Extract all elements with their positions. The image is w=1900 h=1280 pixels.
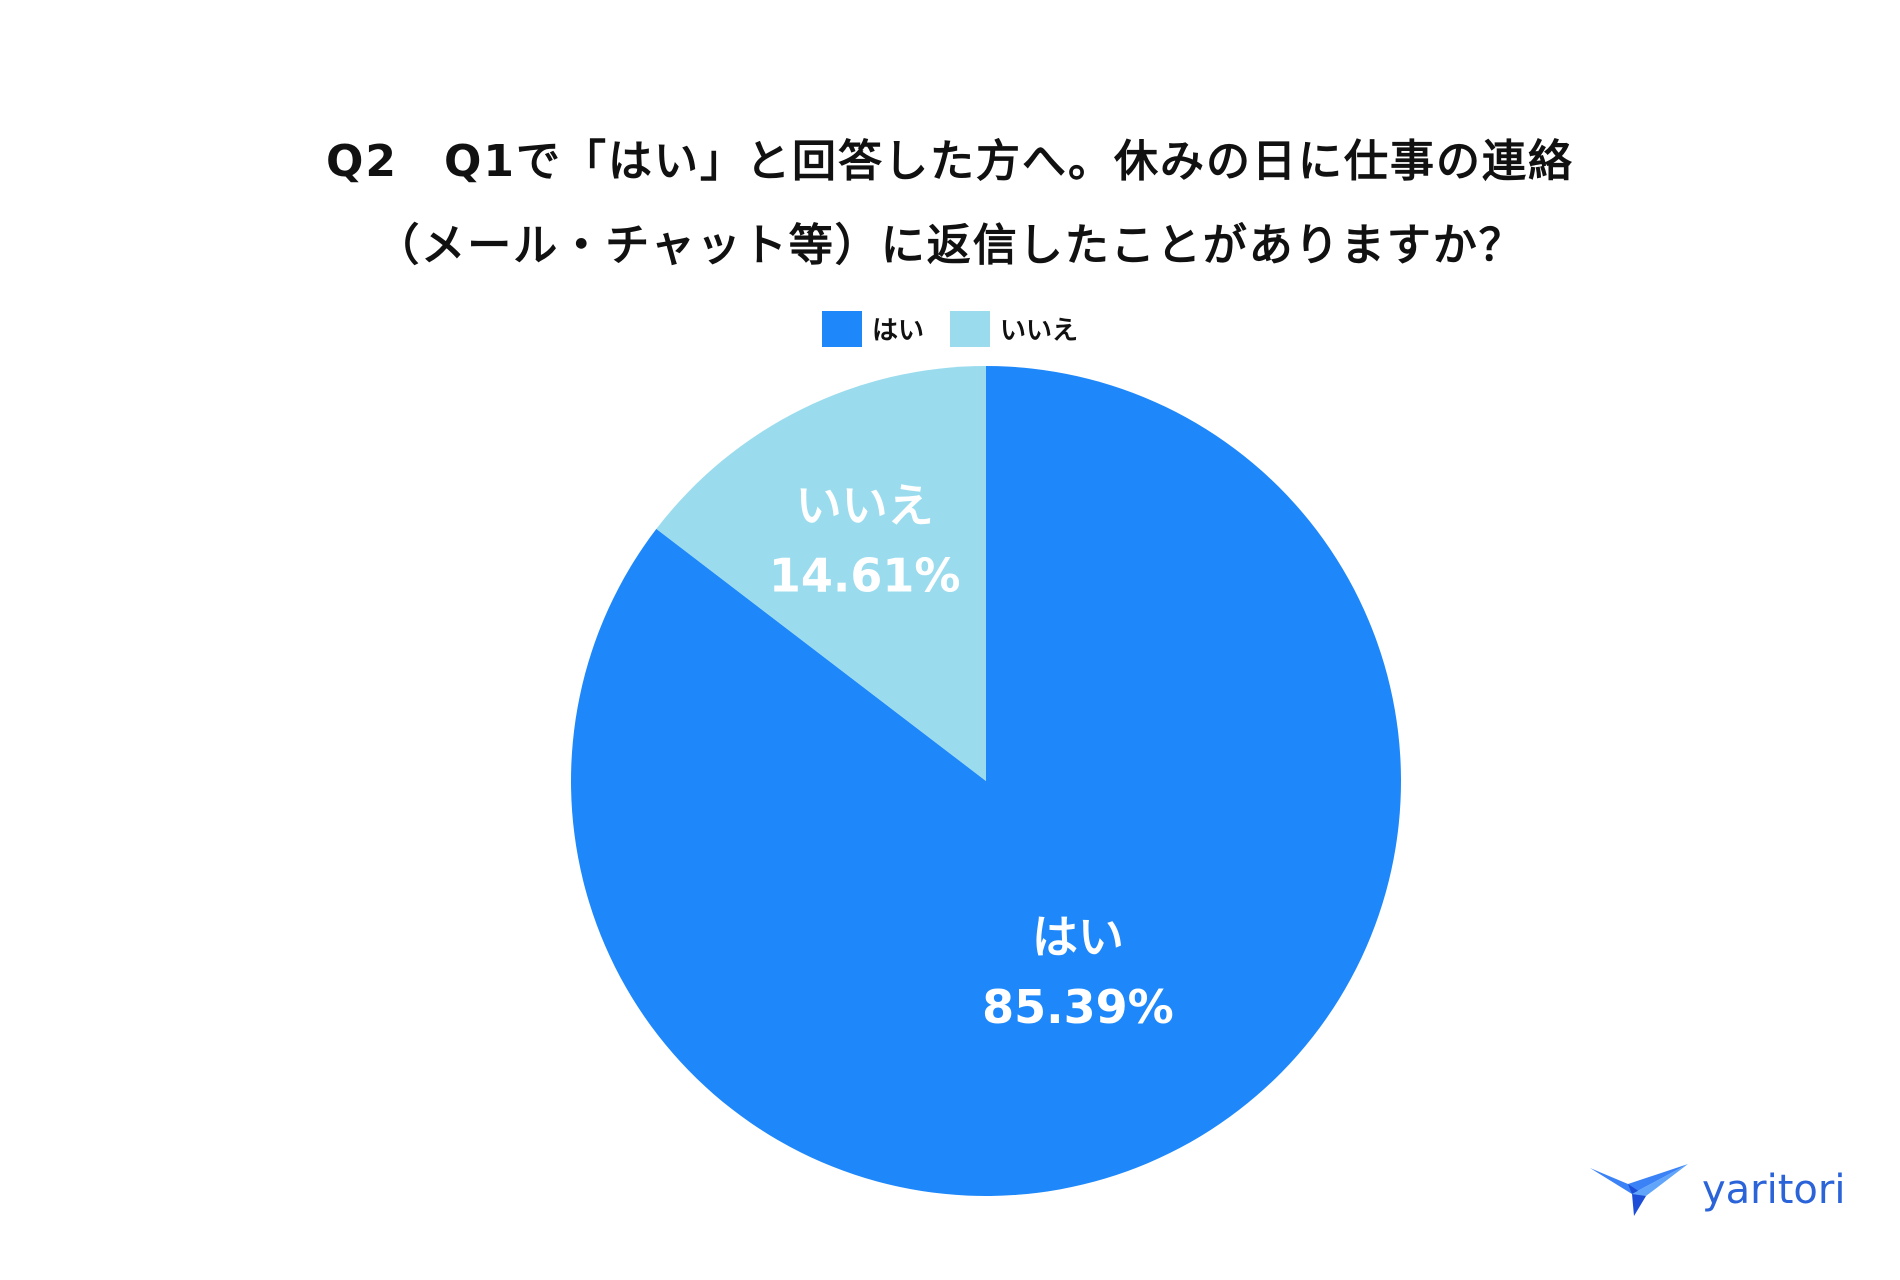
legend: はい いいえ — [0, 310, 1900, 347]
pie-slices — [571, 366, 1401, 1196]
chart-title: Q2 Q1で「はい」と回答した方へ。休みの日に仕事の連絡 （メール・チャット等）… — [0, 120, 1900, 288]
slice-label-name-0: はい — [1032, 910, 1124, 964]
pie-labels: はい 85.39% いいえ 14.61% — [769, 478, 1174, 1034]
legend-swatch-no — [950, 310, 990, 347]
yaritori-logo: yaritori — [1588, 1160, 1845, 1220]
legend-label-no: いいえ — [1000, 316, 1079, 346]
logo-text: yaritori — [1702, 1167, 1846, 1213]
legend-label-yes: はい — [871, 316, 924, 346]
chart-title-line-2: （メール・チャット等）に返信したことがありますか？ — [375, 220, 1525, 271]
legend-item-no: いいえ — [950, 310, 1078, 347]
slice-label-name-1: いいえ — [796, 478, 934, 532]
slice-label-value-1: 14.61% — [769, 548, 961, 602]
pie-slice-1 — [656, 366, 986, 781]
slice-label-value-0: 85.39% — [982, 980, 1174, 1034]
chart-title-line-1: Q2 Q1で「はい」と回答した方へ。休みの日に仕事の連絡 — [325, 136, 1575, 187]
legend-swatch-yes — [821, 310, 862, 347]
paper-plane-check-icon — [1590, 1164, 1688, 1216]
legend-item-yes: はい — [821, 310, 924, 347]
